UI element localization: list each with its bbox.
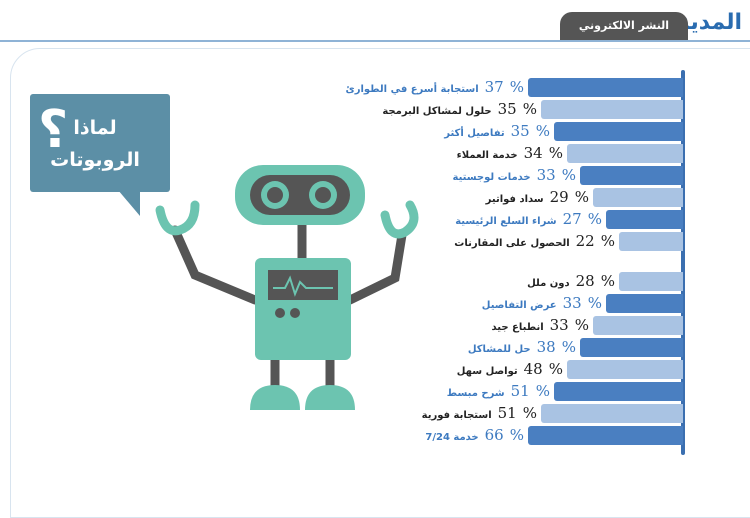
bar-value: 33: [536, 166, 556, 184]
bar-label: 35 % حلول لمشاكل البرمجة: [382, 100, 537, 119]
bar: [593, 188, 683, 207]
robot-right-arm: [345, 230, 407, 305]
header-divider: [0, 40, 750, 42]
bar-category: الحصول على المقارنات: [454, 238, 570, 249]
bar: [554, 382, 683, 401]
bubble-title: لماذا الروبوتات: [50, 117, 140, 171]
bar-category: شرح مبسط: [446, 388, 505, 399]
bar-value: 51: [510, 382, 530, 400]
bar-value: 33: [562, 294, 582, 312]
bar: [567, 360, 683, 379]
bar: [580, 166, 683, 185]
robot-legs: [270, 360, 335, 390]
percent-sign: %: [509, 78, 524, 96]
bar-label: 29 % سداد فواتير: [486, 188, 589, 207]
bar-label: 48 % تواصل سهل: [457, 360, 563, 379]
bar-category: خدمة 7/24: [425, 432, 479, 443]
bar-label: 28 % دون ملل: [527, 272, 615, 291]
chart-axis: [681, 70, 685, 455]
percent-sign: %: [587, 294, 602, 312]
robot-right-foot: [305, 385, 355, 410]
section-tab[interactable]: النشر الالكتروني: [560, 12, 688, 40]
bar-label: 33 % انطباع جيد: [492, 316, 590, 335]
bar: [580, 338, 683, 357]
percent-sign: %: [548, 360, 563, 378]
bar-label: 37 % استجابة أسرع في الطوارئ: [346, 78, 524, 97]
percent-sign: %: [522, 100, 537, 118]
bar-label: 51 % شرح مبسط: [447, 382, 550, 401]
bar-category: سداد فواتير: [485, 194, 544, 205]
bar-category: عرض التفاصيل: [481, 300, 557, 311]
percent-sign: %: [509, 426, 524, 444]
bar-category: خدمة العملاء: [456, 150, 518, 161]
bar-category: انطباع جيد: [491, 322, 544, 333]
percent-sign: %: [535, 382, 550, 400]
bar-category: دون ملل: [527, 278, 570, 289]
bar-value: 37: [484, 78, 504, 96]
bar-value: 34: [523, 144, 543, 162]
percent-sign: %: [522, 404, 537, 422]
bar-category: خدمات لوجستية: [452, 172, 531, 183]
bar-label: 51 % استجابة فورية: [422, 404, 537, 423]
bar: [606, 294, 683, 313]
bar-value: 35: [497, 100, 517, 118]
percent-sign: %: [561, 338, 576, 356]
bar-label: 27 % شراء السلع الرئيسية: [455, 210, 602, 229]
bar-category: تفاصيل أكثر: [444, 128, 505, 139]
robot-left-arm: [170, 225, 260, 305]
bar: [554, 122, 683, 141]
robot-left-hand: [155, 200, 200, 236]
bar-category: شراء السلع الرئيسية: [455, 216, 557, 227]
percent-sign: %: [548, 144, 563, 162]
bar-label: 22 % الحصول على المقارنات: [454, 232, 615, 251]
bar-value: 27: [562, 210, 582, 228]
robot-illustration: [155, 165, 419, 410]
bar: [541, 100, 683, 119]
bar-value: 51: [497, 404, 517, 422]
bar: [593, 316, 683, 335]
bar-label: 33 % عرض التفاصيل: [482, 294, 602, 313]
robot-left-foot: [250, 385, 300, 410]
percent-sign: %: [600, 232, 615, 250]
percent-sign: %: [535, 122, 550, 140]
bar: [619, 272, 683, 291]
bar: [528, 426, 683, 445]
bar: [606, 210, 683, 229]
percent-sign: %: [587, 210, 602, 228]
bar-label: 34 % خدمة العملاء: [457, 144, 563, 163]
bar-value: 29: [549, 188, 569, 206]
bar-category: حل للمشاكل: [467, 344, 531, 355]
bar-category: استجابة فورية: [421, 410, 492, 421]
percent-sign: %: [600, 272, 615, 290]
bar-category: حلول لمشاكل البرمجة: [382, 106, 492, 117]
bar: [541, 404, 683, 423]
bar: [567, 144, 683, 163]
bar-value: 35: [510, 122, 530, 140]
bar: [619, 232, 683, 251]
percent-sign: %: [561, 166, 576, 184]
bar-category: تواصل سهل: [456, 366, 518, 377]
bar-value: 38: [536, 338, 556, 356]
bar-value: 33: [549, 316, 569, 334]
bar-value: 66: [484, 426, 504, 444]
bubble-tail: [118, 190, 140, 216]
percent-sign: %: [574, 188, 589, 206]
question-mark: ؟: [38, 100, 69, 160]
bar-category: استجابة أسرع في الطوارئ: [345, 84, 479, 95]
percent-sign: %: [574, 316, 589, 334]
speech-bubble: ؟ لماذا الروبوتات: [30, 94, 170, 192]
robot-right-hand: [380, 200, 419, 239]
bar-label: 38 % حل للمشاكل: [468, 338, 576, 357]
bar-label: 35 % تفاصيل أكثر: [444, 122, 550, 141]
bar-value: 48: [523, 360, 543, 378]
bar-label: 33 % خدمات لوجستية: [453, 166, 576, 185]
robot-heartbeat: [273, 275, 333, 297]
bar-value: 22: [575, 232, 595, 250]
bar-value: 28: [575, 272, 595, 290]
bar-label: 66 % خدمة 7/24: [425, 426, 524, 445]
bar: [528, 78, 683, 97]
